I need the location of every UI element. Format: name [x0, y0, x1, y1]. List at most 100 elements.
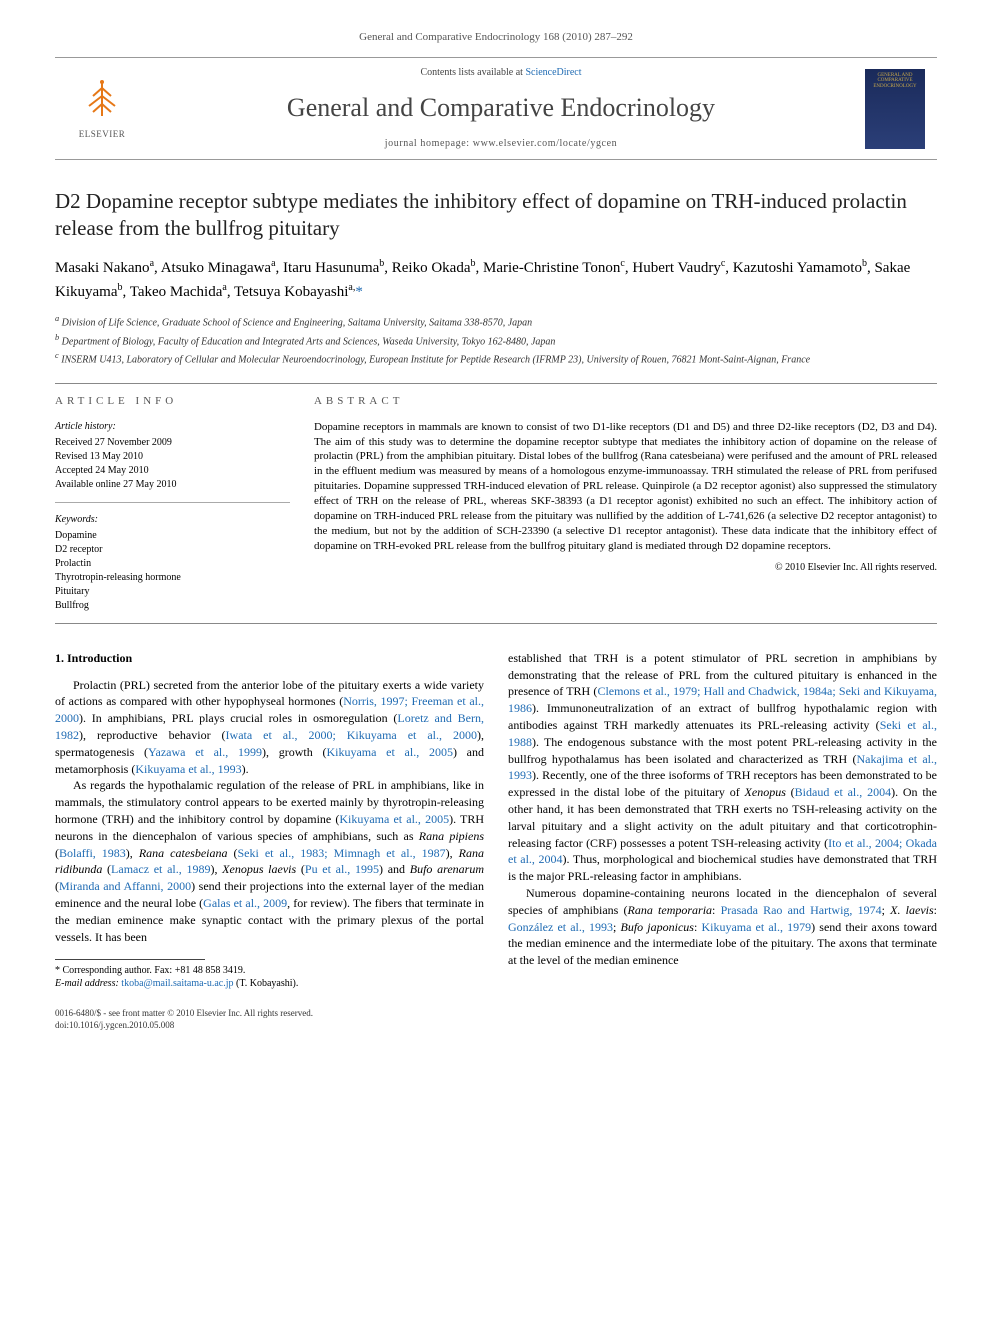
species-name: Xenopus — [745, 785, 786, 799]
citation-link[interactable]: Seki et al., 1983; Mimnagh et al., 1987 — [238, 846, 446, 860]
article-history: Article history: Received 27 November 20… — [55, 420, 290, 503]
corresponding-author-marker[interactable]: * — [355, 284, 363, 300]
text-run: ). — [242, 762, 249, 776]
citation-link[interactable]: Galas et al., 2009 — [203, 896, 287, 910]
affiliation-line: a Division of Life Science, Graduate Sch… — [55, 313, 937, 330]
text-run: ), growth ( — [262, 745, 326, 759]
text-run: : — [934, 903, 937, 917]
history-line: Available online 27 May 2010 — [55, 478, 290, 492]
citation-link[interactable]: Iwata et al., 2000; Kikuyama et al., 200… — [226, 728, 477, 742]
text-run: ; — [613, 920, 620, 934]
text-run: ; — [882, 903, 891, 917]
email-label: E-mail address: — [55, 978, 119, 989]
citation-link[interactable]: Bolaffi, 1983 — [59, 846, 126, 860]
keywords-block: Keywords: DopamineD2 receptorProlactinTh… — [55, 513, 290, 613]
citation-link[interactable]: Prasada Rao and Hartwig, 1974 — [721, 903, 882, 917]
text-run: ), — [446, 846, 459, 860]
text-run: ). Immunoneutralization of an extract of… — [508, 701, 937, 732]
cover-title-line2: ENDOCRINOLOGY — [873, 84, 916, 90]
citation-link[interactable]: Lamacz et al., 1989 — [111, 862, 210, 876]
journal-masthead: ELSEVIER Contents lists available at Sci… — [55, 57, 937, 159]
intro-para-3: established that TRH is a potent stimula… — [508, 650, 937, 885]
masthead-center: Contents lists available at ScienceDirec… — [137, 66, 865, 150]
citation-link[interactable]: Bidaud et al., 2004 — [795, 785, 891, 799]
publisher-name: ELSEVIER — [79, 128, 126, 141]
journal-cover-thumbnail: GENERAL AND COMPARATIVE ENDOCRINOLOGY — [865, 69, 925, 149]
text-run: ). Thus, morphological and biochemical s… — [508, 852, 937, 883]
text-run: ), reproductive behavior ( — [79, 728, 226, 742]
citation-link[interactable]: Kikuyama et al., 1979 — [701, 920, 811, 934]
journal-name: General and Comparative Endocrinology — [137, 90, 865, 126]
info-abstract-block: ARTICLE INFO Article history: Received 2… — [55, 383, 937, 623]
publisher-logo: ELSEVIER — [67, 74, 137, 144]
species-name: Rana catesbeiana — [139, 846, 228, 860]
keyword: Bullfrog — [55, 599, 290, 613]
body-column-right: established that TRH is a potent stimula… — [508, 650, 937, 991]
text-run: ( — [102, 862, 111, 876]
email-suffix: (T. Kobayashi). — [236, 978, 298, 989]
species-name: Bufo japonicus — [621, 920, 694, 934]
running-head-citation: General and Comparative Endocrinology 16… — [55, 30, 937, 45]
affiliations: a Division of Life Science, Graduate Sch… — [55, 313, 937, 367]
corresponding-email-link[interactable]: tkoba@mail.saitama-u.ac.jp — [121, 978, 233, 989]
text-run: ), — [126, 846, 139, 860]
corresponding-fax: * Corresponding author. Fax: +81 48 858 … — [55, 964, 484, 977]
keyword: Thyrotropin-releasing hormone — [55, 571, 290, 585]
elsevier-tree-icon — [79, 76, 125, 128]
homepage-url: www.elsevier.com/locate/ygcen — [473, 138, 617, 149]
homepage-prefix: journal homepage: — [385, 138, 473, 149]
article-info-column: ARTICLE INFO Article history: Received 2… — [55, 384, 302, 622]
authors-text: Masaki Nakanoa, Atsuko Minagawaa, Itaru … — [55, 260, 910, 300]
front-matter-line: 0016-6480/$ - see front matter © 2010 El… — [55, 1008, 937, 1020]
history-label: Article history: — [55, 420, 290, 434]
intro-para-1: Prolactin (PRL) secreted from the anteri… — [55, 677, 484, 778]
affiliation-line: b Department of Biology, Faculty of Educ… — [55, 332, 937, 349]
keyword: Prolactin — [55, 557, 290, 571]
abstract-column: ABSTRACT Dopamine receptors in mammals a… — [302, 384, 937, 622]
doi-line: doi:10.1016/j.ygcen.2010.05.008 — [55, 1020, 937, 1032]
abstract-copyright: © 2010 Elsevier Inc. All rights reserved… — [314, 561, 937, 575]
citation-link[interactable]: González et al., 1993 — [508, 920, 613, 934]
page-footer: 0016-6480/$ - see front matter © 2010 El… — [55, 1008, 937, 1031]
contents-prefix: Contents lists available at — [420, 67, 525, 78]
author-list: Masaki Nakanoa, Atsuko Minagawaa, Itaru … — [55, 256, 937, 303]
citation-link[interactable]: Miranda and Affanni, 2000 — [59, 879, 191, 893]
text-run: : — [712, 903, 721, 917]
intro-para-2: As regards the hypothalamic regulation o… — [55, 777, 484, 945]
text-run: ) and — [379, 862, 410, 876]
history-line: Accepted 24 May 2010 — [55, 464, 290, 478]
citation-link[interactable]: Kikuyama et al., 2005 — [339, 812, 449, 826]
text-run: ). In amphibians, PRL plays crucial role… — [79, 711, 397, 725]
cover-title-line1: GENERAL AND COMPARATIVE — [865, 73, 925, 84]
abstract-label: ABSTRACT — [314, 394, 937, 409]
sciencedirect-link[interactable]: ScienceDirect — [525, 67, 581, 78]
keywords-label: Keywords: — [55, 513, 290, 527]
citation-link[interactable]: Yazawa et al., 1999 — [148, 745, 262, 759]
footnote-separator — [55, 959, 205, 960]
text-run: ( — [296, 862, 305, 876]
text-run: ( — [227, 846, 237, 860]
species-name: Rana temporaria — [628, 903, 713, 917]
corresponding-author-footnote: * Corresponding author. Fax: +81 48 858 … — [55, 964, 484, 990]
affiliation-line: c INSERM U413, Laboratory of Cellular an… — [55, 350, 937, 367]
abstract-text: Dopamine receptors in mammals are known … — [314, 420, 937, 554]
journal-homepage-line: journal homepage: www.elsevier.com/locat… — [137, 137, 865, 151]
article-info-label: ARTICLE INFO — [55, 394, 290, 409]
species-name: Rana pipiens — [419, 829, 484, 843]
text-run: ( — [786, 785, 795, 799]
history-line: Received 27 November 2009 — [55, 436, 290, 450]
article-title: D2 Dopamine receptor subtype mediates th… — [55, 188, 937, 243]
contents-available-line: Contents lists available at ScienceDirec… — [137, 66, 865, 80]
species-name: X. laevis — [890, 903, 934, 917]
body-column-left: 1. Introduction Prolactin (PRL) secreted… — [55, 650, 484, 991]
keyword: Pituitary — [55, 585, 290, 599]
species-name: Xenopus laevis — [222, 862, 296, 876]
citation-link[interactable]: Kikuyama et al., 1993 — [135, 762, 241, 776]
citation-link[interactable]: Kikuyama et al., 2005 — [326, 745, 453, 759]
intro-para-4: Numerous dopamine-containing neurons loc… — [508, 885, 937, 969]
keyword: Dopamine — [55, 529, 290, 543]
body-text: 1. Introduction Prolactin (PRL) secreted… — [55, 650, 937, 991]
citation-link[interactable]: Pu et al., 1995 — [305, 862, 379, 876]
species-name: Bufo arenarum — [410, 862, 484, 876]
text-run: ), — [210, 862, 222, 876]
